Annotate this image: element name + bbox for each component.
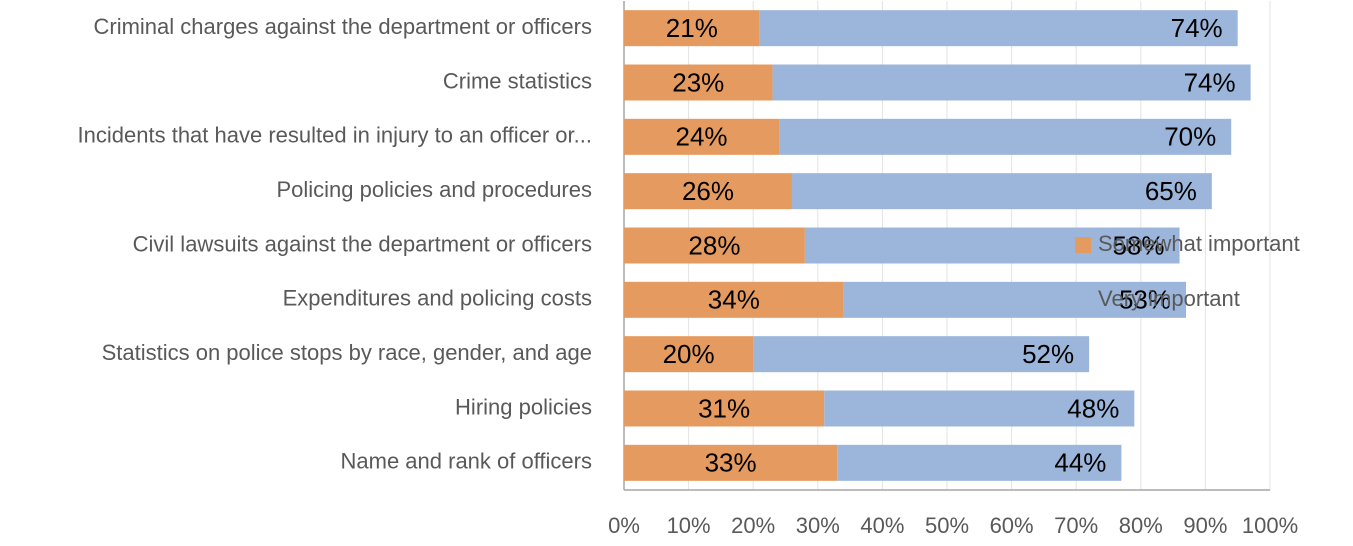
x-tick-label: 0% bbox=[608, 513, 640, 538]
bar-segment bbox=[759, 10, 1238, 47]
bar-segment bbox=[624, 336, 754, 373]
bar-segment bbox=[753, 336, 1090, 373]
bar-segment bbox=[624, 10, 760, 47]
data-label: 23% bbox=[672, 67, 724, 97]
bar-segment bbox=[624, 173, 792, 210]
data-label: 20% bbox=[663, 339, 715, 369]
bar-segment bbox=[779, 118, 1232, 155]
x-tick-label: 60% bbox=[990, 513, 1034, 538]
bar-segment bbox=[804, 227, 1180, 264]
x-tick-label: 90% bbox=[1183, 513, 1227, 538]
bar-segment bbox=[624, 118, 780, 155]
bar-segment bbox=[624, 444, 838, 481]
data-label: 53% bbox=[1119, 285, 1171, 315]
data-label: 33% bbox=[705, 448, 757, 478]
data-label: 28% bbox=[688, 230, 740, 260]
x-tick-label: 20% bbox=[731, 513, 775, 538]
data-label: 58% bbox=[1113, 230, 1165, 260]
x-tick-label: 80% bbox=[1119, 513, 1163, 538]
data-label: 74% bbox=[1171, 13, 1223, 43]
data-label: 26% bbox=[682, 176, 734, 206]
bar-segment bbox=[843, 281, 1187, 318]
legend-label: Very important bbox=[1098, 286, 1240, 311]
data-label: 44% bbox=[1054, 448, 1106, 478]
bar-segment bbox=[624, 227, 805, 264]
category-label: Incidents that have resulted in injury t… bbox=[78, 123, 592, 148]
category-label: Criminal charges against the department … bbox=[93, 14, 592, 39]
data-label: 31% bbox=[698, 393, 750, 423]
bar-segment bbox=[791, 173, 1212, 210]
x-tick-label: 100% bbox=[1242, 513, 1298, 538]
x-tick-label: 10% bbox=[667, 513, 711, 538]
data-label: 21% bbox=[666, 13, 718, 43]
legend-swatch bbox=[1075, 237, 1091, 253]
category-label: Policing policies and procedures bbox=[276, 177, 592, 202]
x-tick-label: 30% bbox=[796, 513, 840, 538]
bar-segment bbox=[837, 444, 1122, 481]
category-label: Name and rank of officers bbox=[341, 449, 593, 474]
data-label: 70% bbox=[1164, 122, 1216, 152]
bar-segment bbox=[624, 281, 844, 318]
data-label: 34% bbox=[708, 285, 760, 315]
data-label: 65% bbox=[1145, 176, 1197, 206]
legend-swatch bbox=[1075, 292, 1091, 308]
category-label: Civil lawsuits against the department or… bbox=[133, 231, 592, 256]
bar-segment bbox=[824, 390, 1135, 427]
category-label: Expenditures and policing costs bbox=[283, 286, 592, 311]
data-label: 52% bbox=[1022, 339, 1074, 369]
data-label: 74% bbox=[1184, 67, 1236, 97]
category-label: Crime statistics bbox=[443, 68, 592, 93]
bar-segment bbox=[772, 64, 1251, 101]
x-tick-label: 40% bbox=[860, 513, 904, 538]
bar-segment bbox=[624, 64, 773, 101]
legend-label: Somewhat important bbox=[1098, 231, 1300, 256]
data-label: 24% bbox=[675, 122, 727, 152]
x-tick-label: 70% bbox=[1054, 513, 1098, 538]
category-label: Hiring policies bbox=[455, 394, 592, 419]
category-label: Statistics on police stops by race, gend… bbox=[102, 340, 592, 365]
bar-segment bbox=[624, 390, 825, 427]
x-tick-label: 50% bbox=[925, 513, 969, 538]
data-label: 48% bbox=[1067, 393, 1119, 423]
